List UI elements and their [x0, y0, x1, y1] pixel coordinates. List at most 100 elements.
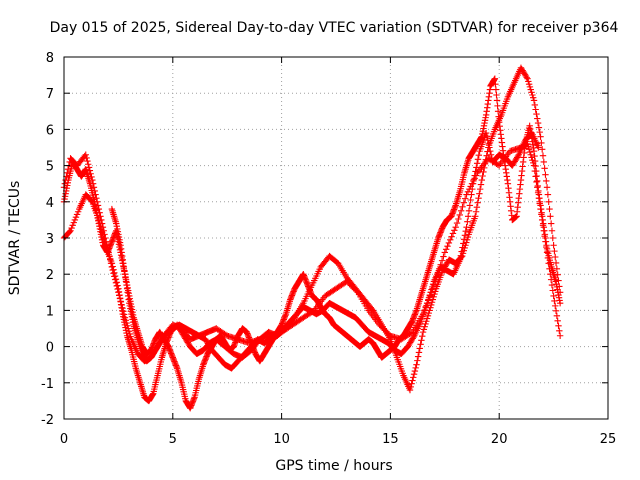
data-point-plus	[457, 252, 465, 259]
data-point-plus	[553, 312, 561, 320]
y-tick-label: 5	[46, 160, 54, 175]
data-point-plus	[111, 269, 118, 277]
data-point-plus	[479, 172, 486, 180]
data-point-plus	[82, 151, 89, 158]
data-point-plus	[545, 198, 552, 205]
data-point-plus	[429, 283, 436, 291]
data-point-plus	[87, 170, 94, 177]
data-point-plus	[548, 227, 556, 234]
data-point-plus	[109, 263, 116, 270]
data-point-plus	[471, 172, 478, 179]
data-point-plus	[413, 361, 420, 368]
data-point-plus	[473, 204, 481, 211]
data-point-plus	[492, 86, 500, 93]
data-point-plus	[477, 181, 485, 188]
data-point-plus	[529, 156, 536, 164]
data-point-plus	[552, 253, 559, 261]
data-point-plus	[532, 106, 539, 113]
data-point-plus	[425, 309, 432, 317]
data-point-plus	[487, 147, 494, 155]
data-point-plus	[71, 216, 79, 224]
data-point-plus	[494, 108, 502, 115]
data-point-plus	[421, 323, 428, 330]
data-point-plus	[108, 260, 116, 267]
data-point-plus	[410, 374, 417, 381]
data-point-plus	[539, 152, 547, 159]
data-point-plus	[473, 164, 480, 171]
data-point-plus	[442, 246, 450, 253]
data-point-plus	[84, 157, 91, 165]
data-point-plus	[523, 74, 530, 81]
data-point-plus	[475, 151, 482, 159]
data-point-plus	[222, 331, 230, 339]
data-point-plus	[554, 317, 561, 325]
data-point-plus	[66, 228, 73, 235]
data-point-plus	[481, 164, 488, 172]
data-point-plus	[464, 213, 472, 220]
data-point-plus	[549, 287, 556, 294]
data-point-plus	[543, 177, 550, 185]
data-point-plus	[419, 328, 427, 336]
y-tick-label: 7	[46, 87, 54, 102]
data-point-plus	[474, 156, 482, 163]
data-point-plus	[459, 244, 466, 251]
x-tick-label: 5	[169, 432, 177, 447]
data-point-plus	[406, 386, 414, 394]
data-point-plus	[524, 75, 531, 82]
y-tick-label: 2	[46, 268, 54, 283]
data-point-plus	[531, 101, 539, 109]
data-point-plus	[451, 227, 458, 234]
data-point-plus	[424, 312, 432, 320]
data-point-plus	[431, 290, 438, 298]
data-point-plus	[547, 213, 554, 220]
data-point-plus	[464, 218, 471, 225]
data-point-plus	[472, 168, 479, 175]
data-point-plus	[457, 207, 465, 215]
data-point-plus	[535, 144, 542, 151]
data-point-plus	[550, 242, 557, 249]
data-point-plus	[552, 302, 559, 310]
data-point-plus	[461, 232, 469, 239]
data-point-plus	[428, 286, 435, 293]
data-point-plus	[412, 364, 419, 372]
data-point-plus	[482, 156, 490, 163]
x-tick-label: 15	[382, 432, 399, 447]
data-point-plus	[534, 115, 541, 122]
x-axis-ticks: 0 5 10 15 20 25	[60, 57, 616, 447]
data-point-plus	[114, 282, 121, 289]
data-point-plus	[462, 228, 469, 235]
data-point-plus	[423, 315, 431, 322]
data-point-plus	[407, 329, 414, 337]
data-point-plus	[419, 332, 426, 340]
data-point-plus	[411, 367, 419, 375]
data-point-plus	[550, 292, 557, 300]
y-tick-label: -1	[41, 377, 54, 392]
data-point-plus	[469, 185, 476, 193]
data-point-plus	[70, 219, 77, 226]
data-point-plus	[527, 151, 534, 158]
data-point-plus	[476, 185, 484, 193]
series-track-4	[108, 129, 542, 372]
data-point-plus	[408, 380, 415, 387]
data-point-plus	[409, 377, 416, 384]
data-point-plus	[528, 89, 535, 96]
data-point-plus	[416, 345, 423, 352]
data-point-plus	[525, 80, 533, 88]
data-point-plus	[425, 294, 433, 301]
data-point-plus	[547, 220, 555, 227]
y-tick-label: 6	[46, 123, 54, 138]
x-tick-label: 0	[60, 432, 68, 447]
data-point-plus	[482, 129, 490, 137]
data-point-plus	[113, 279, 120, 286]
data-point-plus	[494, 102, 501, 110]
data-point-plus	[69, 222, 76, 229]
x-axis-label: GPS time / hours	[275, 458, 392, 474]
series-track-3	[60, 75, 564, 412]
data-point-plus	[493, 97, 501, 104]
data-point-plus	[438, 257, 446, 264]
x-tick-label: 10	[273, 432, 290, 447]
data-point-plus	[472, 213, 479, 220]
data-point-plus	[542, 171, 549, 178]
data-point-plus	[460, 240, 467, 247]
